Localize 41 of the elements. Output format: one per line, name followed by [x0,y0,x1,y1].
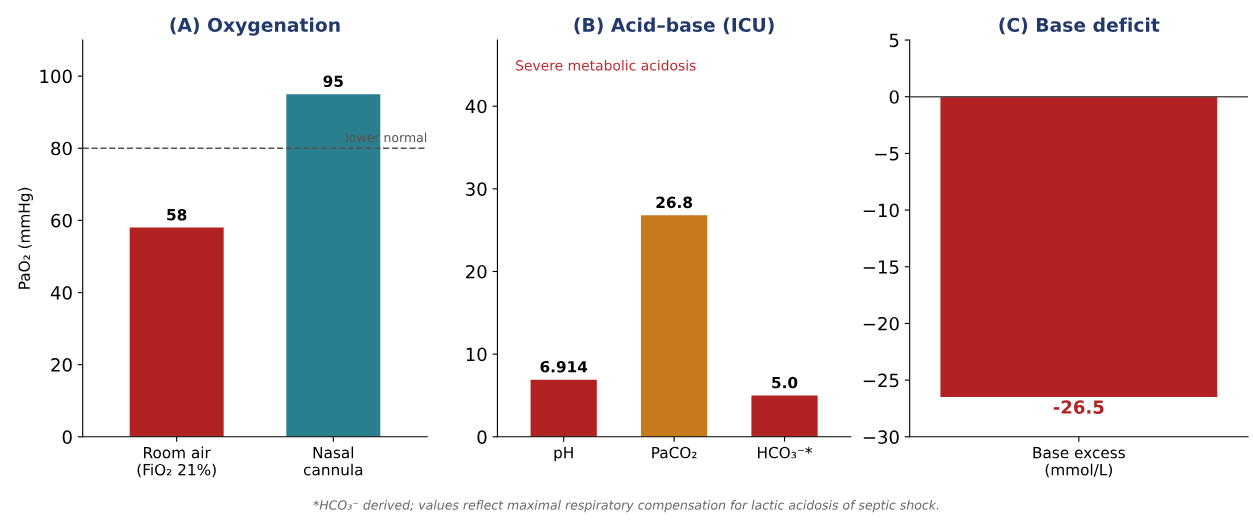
bar [530,379,597,437]
y-tick-label: 20 [51,358,72,372]
data-label: 26.8 [656,196,693,209]
y-tick-label: 0 [62,430,72,444]
data-label: 95 [323,75,343,88]
y-tick-label: −20 [863,316,899,331]
y-tick-label: 40 [465,99,487,114]
x-tick-label: pH [554,446,573,462]
bar [751,395,818,437]
x-tick-label: Nasal cannula [303,446,363,476]
x-tick-label: Room air (FiO₂ 21%) [137,446,216,478]
y-tick-label: −15 [863,260,899,274]
y-tick-label: −5 [875,147,899,161]
chart-title: (B) Acid–base (ICU) [574,17,774,35]
data-label: 5.0 [772,376,798,389]
x-tick-label: Base excess (mmol/L) [1033,446,1125,478]
x-tick-label: HCO₃⁻* [758,446,813,459]
y-tick-label: −30 [863,430,899,444]
x-tick-label: PaCO₂ [652,446,697,459]
text: *HCO₃⁻ derived; values reflect maximal respiratory compensation for lactic acidosis of septic shock. [313,500,939,513]
ref-line-label: lower normal [346,132,427,143]
y-tick-label: −10 [863,203,899,218]
y-tick-label: 30 [466,182,487,196]
y-tick-label: 10 [466,347,487,362]
y-tick-label: 80 [51,141,72,156]
y-tick-label: 100 [40,69,72,84]
y-tick-label: 20 [466,264,487,279]
chart-title: (C) Base deficit [999,17,1160,35]
chart-title: (A) Oxygenation [170,17,340,36]
y-axis-title: PaO₂ (mmHg) [18,187,33,289]
y-tick-label: 0 [477,430,487,444]
bar [640,215,708,437]
annotation: Severe metabolic acidosis [516,59,696,71]
y-tick-label: 0 [889,90,899,104]
y-tick-label: 5 [889,33,899,48]
y-tick-label: −25 [863,373,899,388]
y-tick-label: 40 [50,285,72,300]
data-label: 58 [167,208,187,221]
data-label: -26.5 [1053,400,1104,414]
y-tick-label: 60 [51,213,72,228]
data-label: 6.914 [540,360,588,373]
